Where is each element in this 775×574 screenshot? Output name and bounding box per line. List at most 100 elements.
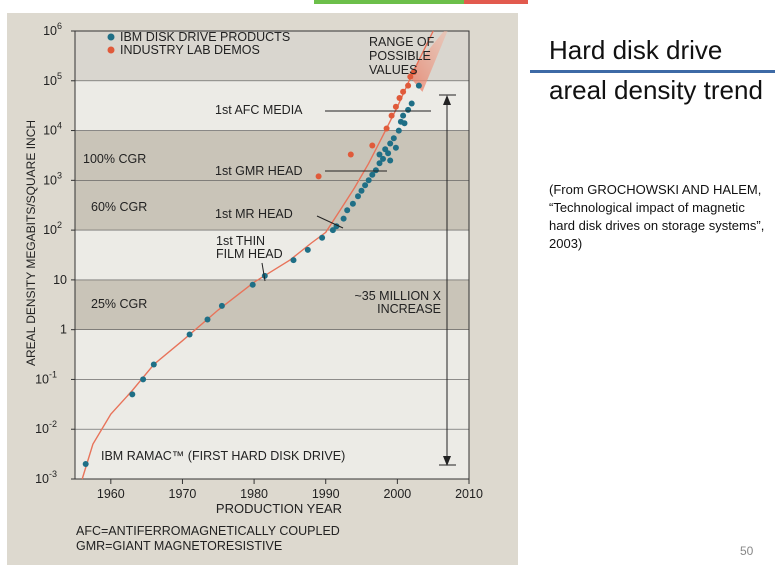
y-tick-label: 10-2 xyxy=(35,419,57,436)
lab-demo-point xyxy=(392,103,399,110)
ibm-product-point xyxy=(140,376,147,383)
ibm-product-point xyxy=(400,112,407,119)
y-tick-label: 10 xyxy=(53,273,67,287)
ibm-product-point xyxy=(376,151,383,158)
legend-lab-label: INDUSTRY LAB DEMOS xyxy=(120,43,260,57)
legend-band xyxy=(75,31,469,81)
ibm-product-point xyxy=(344,207,351,214)
annotation-increase: ~35 MILLION X INCREASE xyxy=(355,289,442,316)
ibm-product-point xyxy=(355,193,361,200)
ibm-product-point xyxy=(395,127,402,134)
y-tick-label: 104 xyxy=(43,121,62,138)
page-number: 50 xyxy=(740,544,754,558)
citation-text: (From GROCHOWSKI AND HALEM, “Technologic… xyxy=(549,182,765,251)
lab-demo-point xyxy=(369,142,376,149)
x-tick-label: 1990 xyxy=(312,487,340,501)
ibm-product-point xyxy=(362,182,369,189)
footnote-gmr: GMR=GIANT MAGNETORESISTIVE xyxy=(76,539,282,553)
lab-demo-point xyxy=(400,88,407,95)
legend-ibm-marker xyxy=(107,33,115,41)
lab-demo-point xyxy=(405,82,412,89)
y-tick-label: 102 xyxy=(43,220,62,237)
ibm-product-point xyxy=(385,150,392,157)
y-axis-title: AREAL DENSITY MEGABITS/SQUARE INCH xyxy=(24,120,38,366)
y-tick-label: 1 xyxy=(60,323,67,337)
ibm-product-point xyxy=(340,215,347,222)
footnote-afc: AFC=ANTIFERROMAGNETICALLY COUPLED xyxy=(76,524,340,538)
x-tick-label: 1980 xyxy=(240,487,268,501)
ibm-product-point xyxy=(390,135,397,142)
tab-green xyxy=(314,0,464,4)
annotation-mr-head: 1st MR HEAD xyxy=(215,207,293,221)
ibm-product-point xyxy=(304,246,311,253)
ibm-product-point xyxy=(405,106,412,113)
x-axis-title: PRODUCTION YEAR xyxy=(216,501,342,516)
decade-stripe xyxy=(75,329,469,380)
ibm-product-point xyxy=(369,171,376,178)
ibm-product-point xyxy=(401,120,408,127)
ibm-product-point xyxy=(319,234,326,241)
annotation-thin-film-head: 1st THIN FILM HEAD xyxy=(216,234,283,261)
plot-frame xyxy=(74,30,470,480)
ibm-product-point xyxy=(261,272,268,279)
ibm-product-point xyxy=(290,257,297,264)
ibm-product-point xyxy=(218,302,225,309)
band-label-100-cgr: 100% CGR xyxy=(83,152,146,166)
ibm-product-point xyxy=(129,391,136,398)
decade-stripe xyxy=(75,429,469,479)
ibm-product-point xyxy=(204,316,211,323)
cgr-band xyxy=(75,180,469,231)
y-tick-label: 10-1 xyxy=(35,369,57,386)
cgr-band xyxy=(75,130,469,181)
x-tick-label: 1970 xyxy=(169,487,197,501)
ibm-product-point xyxy=(415,82,422,89)
lab-demo-point xyxy=(383,125,390,132)
ibm-product-point xyxy=(392,144,399,151)
increase-arrow-down xyxy=(443,456,451,466)
annotation-gmr-head: 1st GMR HEAD xyxy=(215,164,303,178)
y-tick-label: 103 xyxy=(43,170,62,187)
ibm-product-point xyxy=(387,140,394,147)
figure-panel: 10-3 10-2 10-1 1 10 102 103 104 105 106 1960 1970 19… xyxy=(7,13,518,565)
tab-red xyxy=(464,0,528,4)
x-tick-label: 2010 xyxy=(455,487,483,501)
ibm-product-point xyxy=(372,167,379,174)
lab-demo-point xyxy=(410,69,417,75)
slide-title: Hard disk drive areal density trend xyxy=(549,35,763,105)
ibm-product-point xyxy=(380,155,386,162)
annotation-afc-media: 1st AFC MEDIA xyxy=(215,103,303,117)
ibm-product-point xyxy=(376,160,383,167)
lab-demo-point xyxy=(388,112,395,119)
ibm-product-point xyxy=(387,157,394,164)
annotation-ibm-ramac: IBM RAMAC™ (FIRST HARD DISK DRIVE) xyxy=(101,449,345,463)
cgr-band xyxy=(75,279,469,330)
lab-demo-point xyxy=(315,173,322,180)
y-tick-label: 106 xyxy=(43,21,62,38)
range-of-values-wedge xyxy=(408,31,448,92)
legend-ibm-label: IBM DISK DRIVE PRODUCTS xyxy=(120,30,290,44)
ibm-product-point xyxy=(186,331,193,338)
ibm-product-point xyxy=(329,227,336,234)
y-tick-label: 10-3 xyxy=(35,469,57,486)
ibm-product-point xyxy=(249,281,256,288)
lab-demo-point xyxy=(407,73,414,80)
ibm-product-point xyxy=(365,177,372,184)
lab-demo-point xyxy=(396,95,403,101)
decade-stripe xyxy=(75,379,469,430)
title-rule xyxy=(530,70,775,73)
band-label-60-cgr: 60% CGR xyxy=(91,200,147,214)
leader-mr-head xyxy=(316,215,344,229)
increase-arrow-up xyxy=(443,95,451,105)
ibm-product-point xyxy=(358,187,365,194)
band-label-25-cgr: 25% CGR xyxy=(91,297,147,311)
leader-thin-film-head xyxy=(261,262,266,282)
ibm-product-point xyxy=(150,361,157,368)
x-tick-label: 1960 xyxy=(97,487,125,501)
y-tick-label: 105 xyxy=(43,71,62,88)
annotation-range-of-values: RANGE OF POSSIBLE VALUES xyxy=(369,35,435,77)
lab-demo-point xyxy=(347,151,354,158)
ibm-product-point xyxy=(82,461,89,467)
ibm-product-point xyxy=(408,100,415,107)
top-tab-strip xyxy=(314,0,528,5)
legend-lab-marker xyxy=(107,46,115,54)
